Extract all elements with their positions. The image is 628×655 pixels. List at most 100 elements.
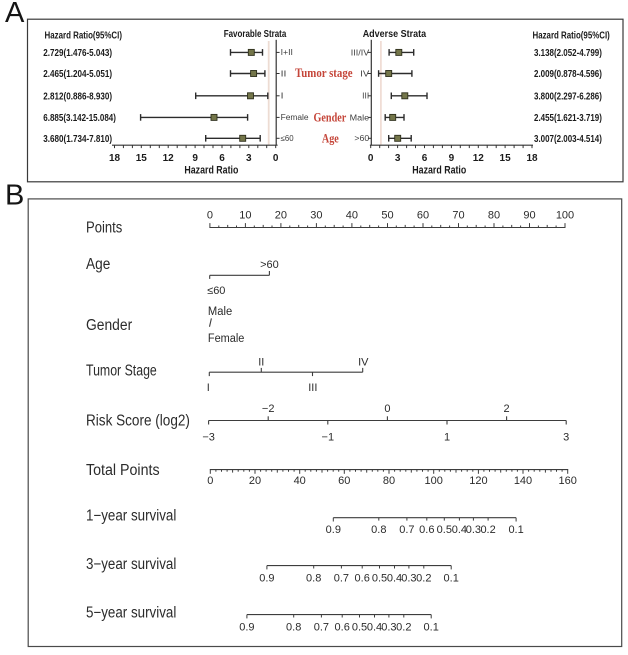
svg-text:18: 18 [109,153,121,164]
svg-text:0: 0 [207,209,213,221]
svg-text:3: 3 [563,431,569,443]
svg-text:80: 80 [383,475,395,487]
svg-text:Favorable Strata: Favorable Strata [224,29,287,40]
svg-text:2.009(0.878-4.596): 2.009(0.878-4.596) [534,69,602,80]
svg-text:2.465(1.204-5.051): 2.465(1.204-5.051) [43,69,112,80]
svg-text:0.2: 0.2 [480,524,495,536]
svg-text:12: 12 [473,153,485,164]
svg-text:III/IV: III/IV [351,48,370,57]
svg-text:−2: −2 [262,403,275,415]
svg-text:0.1: 0.1 [444,573,459,585]
svg-text:140: 140 [514,475,532,487]
svg-text:Hazard Ratio: Hazard Ratio [412,164,466,176]
svg-text:≤60: ≤60 [281,134,295,143]
svg-text:10: 10 [239,209,251,221]
svg-text:60: 60 [417,209,429,221]
svg-text:−1: −1 [322,431,335,443]
svg-text:0.9: 0.9 [239,621,254,633]
svg-text:6: 6 [219,153,225,164]
svg-text:12: 12 [163,153,175,164]
svg-text:3: 3 [246,153,252,164]
svg-text:90: 90 [523,209,535,221]
svg-text:−3: −3 [202,431,215,443]
svg-text:18: 18 [526,153,538,164]
svg-text:0.3: 0.3 [466,524,481,536]
svg-text:Points: Points [86,220,122,237]
svg-text:100: 100 [425,475,443,487]
svg-text:0.3: 0.3 [381,621,396,633]
svg-text:0.2: 0.2 [396,621,411,633]
svg-text:3.007(2.003-4.514): 3.007(2.003-4.514) [534,134,602,145]
svg-text:>60: >60 [260,259,279,271]
svg-text:Hazard Ratio: Hazard Ratio [184,164,238,176]
svg-text:80: 80 [488,209,500,221]
svg-text:Gender: Gender [86,317,132,334]
svg-text:≤60: ≤60 [207,285,225,297]
svg-text:0: 0 [273,153,279,164]
svg-text:0.6: 0.6 [335,621,350,633]
svg-text:Female: Female [281,113,310,122]
svg-text:0.5: 0.5 [352,621,367,633]
svg-text:0.5: 0.5 [372,573,387,585]
svg-text:0.9: 0.9 [259,573,274,585]
svg-text:0.1: 0.1 [508,524,523,536]
svg-text:Adverse Strata: Adverse Strata [363,29,427,40]
svg-text:160: 160 [559,475,577,487]
svg-text:50: 50 [381,209,393,221]
svg-text:0.4: 0.4 [452,524,467,536]
svg-text:Tumor Stage: Tumor Stage [86,362,157,379]
svg-text:1−year survival: 1−year survival [86,508,176,525]
svg-text:Gender: Gender [314,110,347,125]
svg-text:1: 1 [444,431,450,443]
svg-text:0.6: 0.6 [355,573,370,585]
svg-text:Tumor stage: Tumor stage [295,65,353,80]
svg-text:2.812(0.886-8.930): 2.812(0.886-8.930) [43,92,112,103]
svg-text:0.4: 0.4 [387,573,402,585]
svg-text:30: 30 [310,209,322,221]
svg-text:2.455(1.621-3.719): 2.455(1.621-3.719) [534,113,602,124]
svg-text:0: 0 [207,475,213,487]
svg-text:II: II [258,356,264,368]
svg-text:0.8: 0.8 [371,524,386,536]
svg-text:20: 20 [275,209,287,221]
svg-text:6: 6 [422,153,428,164]
svg-text:9: 9 [192,153,198,164]
svg-text:3.138(2.052-4.799): 3.138(2.052-4.799) [534,48,602,59]
svg-text:0.7: 0.7 [314,621,329,633]
svg-text:3−year survival: 3−year survival [86,556,176,573]
svg-text:70: 70 [452,209,464,221]
svg-text:40: 40 [346,209,358,221]
svg-text:9: 9 [449,153,455,164]
svg-text:Male: Male [208,306,232,318]
svg-text:Female: Female [208,333,245,345]
svg-text:>60: >60 [354,134,369,143]
svg-text:0.8: 0.8 [286,621,301,633]
svg-text:0.7: 0.7 [399,524,414,536]
svg-text:I: I [281,92,284,101]
svg-text:0: 0 [384,403,390,415]
svg-text:0.4: 0.4 [367,621,382,633]
svg-text:0.5: 0.5 [437,524,452,536]
svg-text:6.885(3.142-15.084): 6.885(3.142-15.084) [43,113,116,124]
svg-text:I: I [207,382,210,394]
svg-text:I+II: I+II [281,48,293,57]
svg-text:2.729(1.476-5.043): 2.729(1.476-5.043) [43,48,112,59]
svg-text:3: 3 [395,153,401,164]
svg-text:5−year survival: 5−year survival [86,604,176,621]
svg-text:0.3: 0.3 [401,573,416,585]
svg-text:Age: Age [322,130,339,145]
svg-text:0.1: 0.1 [424,621,439,633]
svg-text:0.2: 0.2 [416,573,431,585]
svg-text:II: II [281,69,287,78]
svg-text:100: 100 [556,209,574,221]
svg-text:3.800(2.297-6.286): 3.800(2.297-6.286) [534,92,602,103]
svg-text:Hazard Ratio(95%CI): Hazard Ratio(95%CI) [533,30,610,41]
svg-text:IV: IV [360,69,370,78]
svg-text:15: 15 [136,153,148,164]
svg-text:Risk Score (log2): Risk Score (log2) [86,413,190,430]
svg-text:III: III [308,382,317,394]
svg-text:Age: Age [86,256,110,273]
svg-text:III: III [362,92,369,101]
svg-text:A: A [5,0,25,29]
svg-text:120: 120 [469,475,487,487]
